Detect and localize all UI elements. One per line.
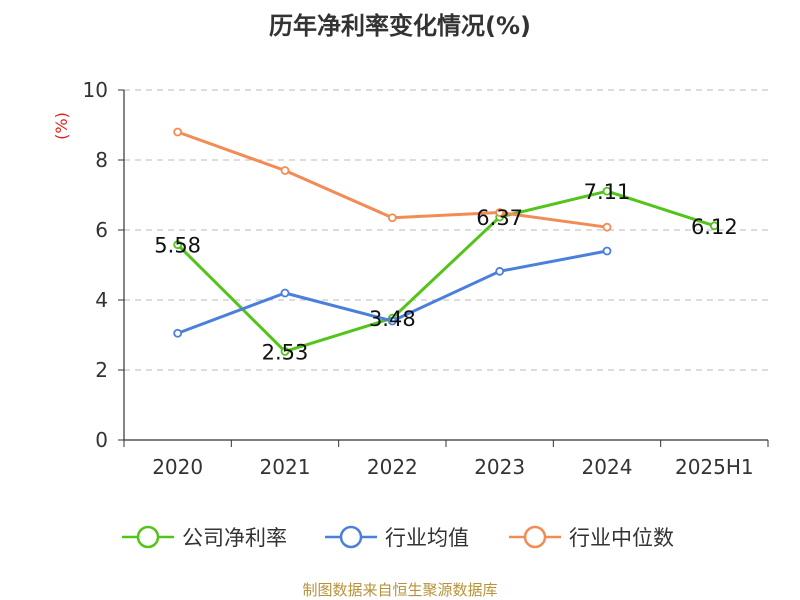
y-tick-label: 10 bbox=[83, 78, 108, 102]
legend-item[interactable]: 行业中位数 bbox=[509, 525, 674, 550]
data-point[interactable] bbox=[495, 266, 505, 276]
y-tick-label: 2 bbox=[95, 358, 108, 382]
data-label: 2.53 bbox=[262, 340, 309, 364]
x-tick-label: 2025H1 bbox=[675, 455, 754, 479]
data-label: 5.58 bbox=[154, 234, 201, 258]
y-tick-label: 4 bbox=[95, 288, 108, 312]
legend-item[interactable]: 行业均值 bbox=[325, 525, 469, 550]
source-note: 制图数据来自恒生聚源数据库 bbox=[302, 581, 497, 599]
axes: 0 2 4 6 8 10 2020 2021 2022 2023 2024 2025H1 bbox=[83, 78, 769, 479]
data-point[interactable] bbox=[173, 240, 183, 250]
data-label: 6.12 bbox=[691, 215, 738, 239]
series-1 bbox=[173, 246, 612, 338]
x-tick-label: 2023 bbox=[474, 455, 525, 479]
data-point[interactable] bbox=[387, 316, 397, 326]
data-point[interactable] bbox=[280, 288, 290, 298]
x-tick-label: 2021 bbox=[260, 455, 311, 479]
legend-marker-icon bbox=[339, 525, 363, 549]
grid-lines bbox=[124, 89, 768, 371]
legend-marker-icon bbox=[136, 525, 160, 549]
x-tick-label: 2024 bbox=[582, 455, 633, 479]
legend[interactable]: 公司净利率 行业均值 行业中位数 bbox=[122, 525, 674, 550]
data-label: 7.11 bbox=[584, 180, 631, 204]
data-point[interactable] bbox=[602, 186, 612, 196]
data-labels: 5.58 2.53 3.48 6.37 7.11 6.12 bbox=[154, 180, 737, 364]
legend-marker-icon bbox=[523, 525, 547, 549]
legend-label: 行业中位数 bbox=[569, 526, 674, 550]
series-0 bbox=[173, 186, 719, 356]
series-line bbox=[176, 189, 715, 353]
series-lines bbox=[173, 127, 719, 356]
data-label: 3.48 bbox=[369, 307, 416, 331]
series-line bbox=[177, 130, 608, 229]
x-tick-label: 2020 bbox=[152, 455, 203, 479]
data-label: 6.37 bbox=[476, 206, 523, 230]
data-point[interactable] bbox=[602, 246, 612, 256]
data-point[interactable] bbox=[495, 208, 505, 217]
data-point[interactable] bbox=[387, 213, 397, 223]
chart-title: 历年净利率变化情况(%) bbox=[269, 12, 531, 40]
data-point[interactable] bbox=[709, 221, 719, 231]
y-tick-label: 8 bbox=[95, 148, 108, 172]
y-axis-unit-label: (%) bbox=[52, 112, 71, 140]
series-2 bbox=[173, 127, 612, 232]
y-tick-label: 0 bbox=[95, 428, 108, 452]
data-point[interactable] bbox=[280, 166, 290, 175]
legend-label: 公司净利率 bbox=[182, 526, 287, 550]
data-point[interactable] bbox=[602, 222, 612, 232]
data-point[interactable] bbox=[173, 328, 183, 338]
x-tick-label: 2022 bbox=[367, 455, 418, 479]
data-point[interactable] bbox=[173, 127, 183, 137]
data-point[interactable] bbox=[280, 347, 290, 356]
legend-label: 行业均值 bbox=[385, 526, 469, 550]
legend-item[interactable]: 公司净利率 bbox=[122, 525, 287, 550]
y-tick-label: 6 bbox=[95, 218, 108, 242]
